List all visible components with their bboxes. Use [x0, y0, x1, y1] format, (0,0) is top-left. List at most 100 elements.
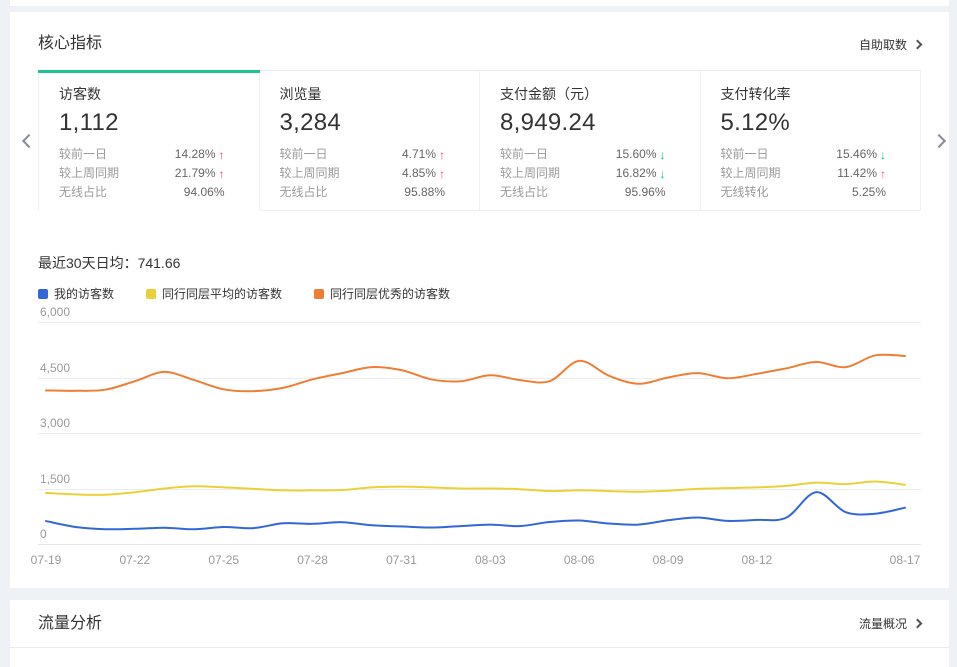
x-axis-label: 08-12	[741, 553, 773, 567]
x-axis-label: 07-19	[30, 553, 62, 567]
trend-up-arrow-icon: ↑	[218, 166, 225, 181]
legend-item-3[interactable]: 同行同层优秀的访客数	[314, 287, 450, 301]
carousel-next-button[interactable]	[931, 133, 947, 148]
legend-item-2[interactable]: 同行同层平均的访客数	[146, 287, 282, 301]
y-axis-label: 0	[40, 527, 47, 541]
metric-row-number: 16.82%	[615, 166, 657, 180]
metric-row: 较上周同期 21.79% ↑	[59, 164, 225, 183]
metric-card-value: 1,112	[59, 109, 119, 136]
metric-card-3[interactable]: 支付金额（元） 8,949.24 较前一日 15.60% ↓ 较上周同期 16.82% ↓ 无线…	[480, 71, 701, 211]
legend-item-1[interactable]: 我的访客数	[38, 287, 114, 301]
x-axis-label: 08-09	[652, 553, 684, 567]
metric-row: 较前一日 15.60% ↓	[500, 145, 666, 164]
legend-swatch-icon	[314, 289, 325, 299]
metric-row-value: 15.46% ↓	[836, 145, 886, 164]
metric-row-label: 较上周同期	[279, 166, 340, 180]
metric-row-value: 11.42% ↑	[837, 164, 886, 183]
metric-card-2[interactable]: 浏览量 3,284 较前一日 4.71% ↑ 较上周同期 4.85% ↑ 无线占比 95.88%	[259, 71, 480, 211]
metric-row-label: 较前一日	[720, 147, 769, 161]
chart-average-caption: 最近30天日均：741.66	[38, 255, 181, 271]
series-line-1	[45, 491, 906, 531]
metric-row-number: 95.96%	[624, 185, 666, 199]
traffic-overview-label: 流量概况	[858, 617, 907, 631]
gridline	[38, 433, 921, 434]
metric-cards-carousel: 访客数 1,112 较前一日 14.28% ↑ 较上周同期 21.79% ↑ 无线占比 94.06…	[10, 70, 949, 211]
metric-row-label: 较上周同期	[59, 166, 120, 180]
metric-row: 无线占比 95.88%	[280, 183, 446, 202]
legend-swatch-icon	[146, 289, 157, 299]
metric-card-1[interactable]: 访客数 1,112 较前一日 14.28% ↑ 较上周同期 21.79% ↑ 无线占比 94.06…	[38, 70, 260, 211]
metric-row-label: 无线占比	[279, 185, 328, 199]
chart-x-axis: 07-19 07-22 07-25 07-28 07-31 08-03 08-06 08-09…	[31, 544, 921, 569]
traffic-analysis-title: 流量分析	[38, 614, 103, 632]
trend-up-arrow-icon: ↑	[880, 166, 886, 181]
metric-card-4[interactable]: 支付转化率 5.12% 较前一日 15.46% ↓ 较上周同期 11.42% ↑ 无线转化 5.2…	[700, 71, 920, 211]
chevron-right-icon	[912, 618, 923, 629]
metric-row-number: 15.46%	[836, 147, 877, 161]
legend-swatch-icon	[38, 289, 48, 299]
core-metrics-header: 核心指标 自助取数	[10, 12, 949, 70]
metric-row: 无线占比 95.96%	[500, 183, 666, 202]
metric-row-number: 4.71%	[401, 147, 436, 161]
metric-row-value: 4.85% ↑	[402, 164, 445, 183]
trend-up-arrow-icon: ↑	[439, 147, 445, 162]
y-axis-label: 3,000	[40, 416, 71, 430]
legend-label: 同行同层优秀的访客数	[330, 287, 451, 301]
metric-row-label: 较前一日	[279, 147, 328, 161]
x-axis-label: 07-31	[386, 553, 417, 567]
metric-row-value: 16.82% ↓	[616, 164, 666, 183]
metric-row: 无线转化 5.25%	[721, 183, 887, 202]
metric-row-label: 较前一日	[500, 147, 549, 161]
metric-row-label: 无线占比	[59, 185, 108, 199]
trend-down-arrow-icon: ↓	[880, 147, 886, 162]
core-metrics-title: 核心指标	[38, 35, 103, 52]
carousel-prev-button[interactable]	[21, 133, 37, 148]
metric-row: 较前一日 14.28% ↑	[59, 145, 225, 164]
metric-row-value: 14.28% ↑	[175, 145, 225, 164]
metric-row-label: 无线转化	[720, 185, 769, 199]
trend-down-arrow-icon: ↓	[659, 147, 666, 162]
x-axis-label: 07-22	[119, 553, 151, 567]
traffic-analysis-panel: 流量分析 流量概况	[10, 600, 949, 667]
metric-card-title: 支付转化率	[720, 86, 791, 102]
series-line-3	[45, 353, 906, 393]
legend-label: 同行同层平均的访客数	[162, 287, 283, 301]
metric-row: 较上周同期 4.85% ↑	[280, 164, 446, 183]
metric-row-number: 95.88%	[404, 185, 445, 199]
metric-cards-row: 访客数 1,112 较前一日 14.28% ↑ 较上周同期 21.79% ↑ 无线占比 94.06…	[38, 70, 921, 211]
metric-card-title: 访客数	[59, 86, 101, 102]
y-axis-label: 4,500	[40, 360, 71, 375]
metric-row-number: 5.25%	[851, 185, 886, 199]
metric-row-value: 4.71% ↑	[402, 145, 445, 164]
metric-row-label: 较上周同期	[500, 166, 561, 180]
metric-card-value: 8,949.24	[500, 109, 596, 136]
x-axis-label: 07-25	[208, 553, 240, 567]
metric-row: 较前一日 4.71% ↑	[280, 145, 446, 164]
traffic-overview-link[interactable]: 流量概况	[858, 615, 923, 632]
x-axis-label: 08-17	[889, 553, 921, 567]
metric-row-number: 94.06%	[183, 185, 225, 199]
gridline	[38, 322, 921, 323]
y-axis-label: 6,000	[40, 305, 71, 319]
x-axis-label: 08-03	[474, 553, 506, 567]
metric-row: 较前一日 15.46% ↓	[721, 145, 887, 164]
metric-row-value: 95.88%	[404, 183, 445, 202]
x-axis-label: 07-28	[297, 553, 328, 567]
y-axis-label: 1,500	[40, 471, 71, 486]
traffic-analysis-header: 流量分析 流量概况	[10, 600, 949, 648]
metric-row-value: 15.60% ↓	[616, 145, 666, 164]
line-chart	[45, 353, 906, 531]
self-service-data-link[interactable]: 自助取数	[859, 36, 923, 53]
chevron-right-icon	[912, 39, 923, 49]
metric-row-number: 21.79%	[174, 166, 216, 180]
metric-card-value: 5.12%	[720, 109, 791, 136]
metric-row-number: 4.85%	[401, 166, 436, 180]
trend-up-arrow-icon: ↑	[439, 166, 445, 181]
series-line-2	[45, 480, 906, 496]
legend-label: 我的访客数	[54, 287, 115, 301]
metric-row: 较上周同期 11.42% ↑	[721, 164, 887, 183]
core-metrics-panel: 核心指标 自助取数 访客数 1,112 较前一日 14.28% ↑ 较上周同期 21.79%…	[10, 12, 949, 588]
x-axis-label: 08-06	[563, 553, 595, 567]
trend-up-arrow-icon: ↑	[218, 147, 225, 162]
metric-card-title: 支付金额（元）	[500, 86, 598, 102]
